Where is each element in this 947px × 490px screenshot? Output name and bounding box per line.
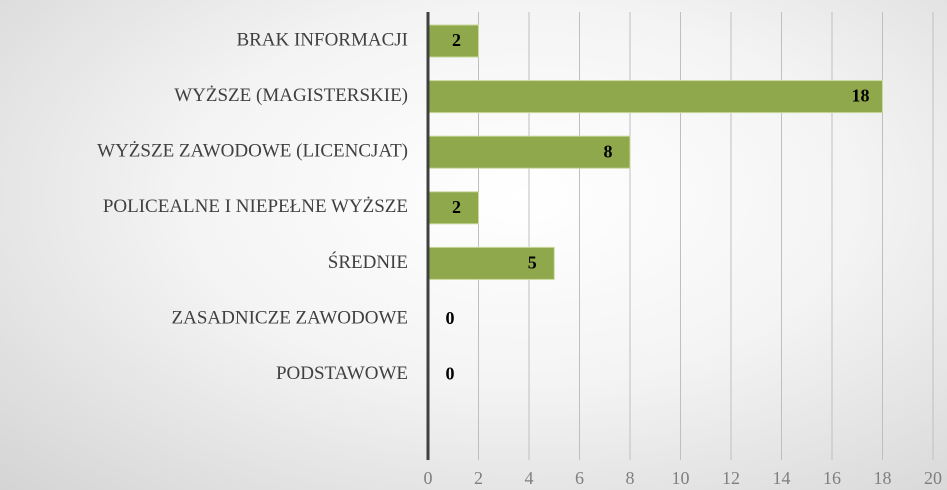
value-label: 5: [528, 253, 537, 273]
x-tick-label: 0: [424, 468, 433, 488]
bar: [427, 191, 479, 225]
x-tick-label: 18: [874, 468, 892, 488]
value-label: 0: [446, 308, 455, 328]
x-tick-label: 14: [773, 468, 791, 488]
x-tick-label: 4: [525, 468, 534, 488]
x-tick-label: 16: [823, 468, 841, 488]
y-tick-label: PODSTAWOWE: [276, 363, 408, 384]
x-tick-label: 8: [626, 468, 635, 488]
x-tick-label: 10: [672, 468, 690, 488]
value-label: 18: [852, 86, 870, 106]
x-tick-label: 6: [575, 468, 584, 488]
bar: [427, 80, 883, 114]
x-tick-label: 20: [924, 468, 942, 488]
value-label: 8: [604, 141, 613, 161]
y-tick-label: ŚREDNIE: [328, 251, 408, 273]
y-tick-label: ZASADNICZE ZAWODOWE: [172, 307, 408, 328]
x-tick-label: 2: [474, 468, 483, 488]
x-tick-label: 12: [722, 468, 740, 488]
y-tick-label: WYŻSZE ZAWODOWE (LICENCJAT): [97, 141, 408, 162]
value-label: 0: [446, 364, 455, 384]
value-label: 2: [452, 197, 461, 217]
bar: [427, 24, 479, 58]
value-label: 2: [452, 30, 461, 50]
bar: [427, 135, 631, 169]
y-tick-label: WYŻSZE (MAGISTERSKIE): [174, 85, 408, 106]
y-tick-label: POLICEALNE I NIEPEŁNE WYŻSZE: [103, 196, 408, 217]
y-tick-label: BRAK INFORMACJI: [236, 29, 408, 50]
